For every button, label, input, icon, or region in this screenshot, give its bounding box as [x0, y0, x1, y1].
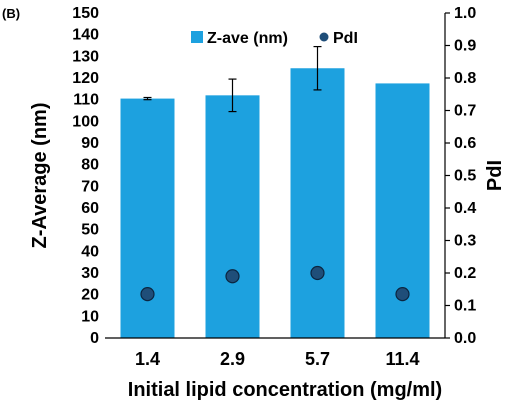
y2-axis-title: PdI	[484, 160, 506, 191]
panel-label: (B)	[2, 6, 20, 21]
y2-tick-label: 0.2	[454, 265, 476, 282]
legend-dot-swatch	[319, 32, 329, 42]
z-ave-bar	[205, 95, 260, 338]
left-axis-ticks: 0 10 20 30 40 50 60 70 80 90 100 110 120 130 140 150	[72, 5, 99, 347]
y-tick-label: 80	[81, 157, 99, 174]
y-tick-label: 150	[72, 5, 99, 22]
pdi-point	[225, 269, 240, 284]
y-tick-label: 120	[72, 70, 99, 87]
y-tick-label: 70	[81, 178, 99, 195]
pdi-point	[310, 265, 325, 281]
y-tick-label: 110	[73, 92, 99, 109]
x-tick-label: 1.4	[135, 349, 160, 369]
y-axis-title: Z-Average (nm)	[29, 103, 51, 249]
y-tick-label: 90	[81, 135, 99, 152]
y-tick-label: 130	[72, 48, 99, 65]
y-tick-label: 10	[81, 308, 99, 325]
y2-tick-label: 0.7	[454, 103, 476, 120]
y2-tick-label: 0.9	[454, 38, 476, 55]
x-tick-label: 2.9	[220, 349, 245, 369]
pdi-series	[140, 265, 410, 302]
y2-tick-label: 0.8	[454, 70, 476, 87]
y2-tick-label: 0.6	[454, 135, 476, 152]
x-tick-label: 5.7	[305, 349, 330, 369]
y-tick-label: 0	[90, 330, 99, 347]
z-ave-bar	[120, 98, 175, 338]
y2-tick-label: 0.3	[454, 233, 476, 250]
legend-dot-label: PdI	[333, 30, 358, 47]
x-axis-title: Initial lipid concentration (mg/ml)	[128, 379, 442, 401]
y-tick-label: 60	[81, 200, 99, 217]
y2-tick-label: 0.0	[454, 330, 476, 347]
legend-bar-swatch	[191, 31, 203, 43]
y-tick-label: 50	[81, 222, 99, 239]
pdi-point	[140, 287, 155, 302]
bar-series	[120, 45, 430, 339]
x-axis-ticks: 1.4 2.9 5.7 11.4	[135, 349, 420, 369]
y-tick-label: 20	[81, 287, 99, 304]
pdi-point	[395, 287, 410, 302]
legend: Z-ave (nm) PdI	[191, 30, 358, 47]
y-tick-label: 100	[72, 113, 99, 130]
x-tick-label: 11.4	[385, 349, 419, 369]
y2-tick-label: 0.4	[454, 200, 476, 217]
y2-tick-label: 0.5	[454, 168, 476, 185]
legend-bar-label: Z-ave (nm)	[207, 30, 288, 47]
y-tick-label: 140	[72, 27, 99, 44]
y2-tick-label: 0.1	[454, 298, 476, 315]
z-ave-bar	[290, 68, 345, 338]
right-axis-ticks: 0.0 0.1 0.2 0.3 0.4 0.5 0.6 0.7 0.8 0.9 1.0	[445, 5, 476, 347]
y-tick-label: 40	[81, 243, 99, 260]
y2-tick-label: 1.0	[454, 5, 476, 22]
y-tick-label: 30	[81, 265, 99, 282]
